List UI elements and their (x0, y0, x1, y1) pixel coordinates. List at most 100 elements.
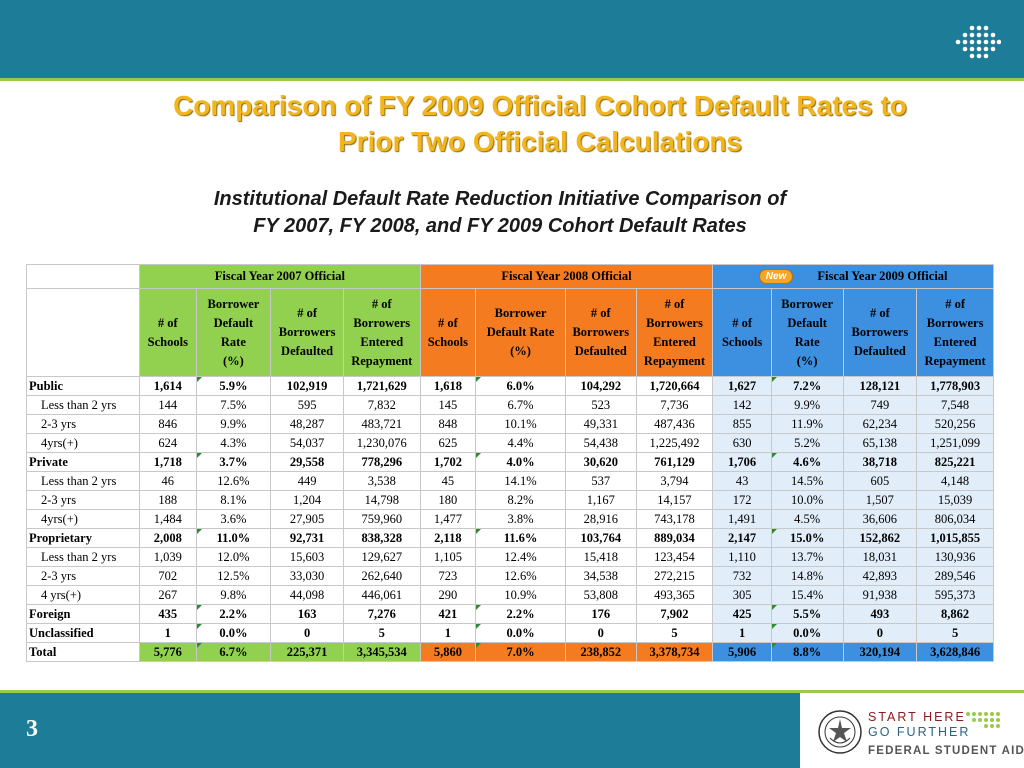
table-row: 4yrs(+) 1,484 3.6% 27,905 759,960 1,477 3.8% 28… (25, 509, 994, 529)
row-label: 2-3 yrs (25, 490, 141, 510)
table-cell: 45 (419, 471, 477, 491)
table-cell: 1,477 (419, 509, 477, 529)
column-header-line: # of (157, 315, 178, 330)
table-cell: 12.6% (475, 566, 566, 586)
table-cell: 34,538 (564, 566, 637, 586)
column-header-line: Defaulted (574, 344, 627, 358)
column-header-line: Default Rate (486, 325, 555, 339)
column-header-line: (%) (222, 353, 244, 368)
table-cell: 123,454 (635, 547, 714, 567)
table-cell: 46 (139, 471, 197, 491)
table-cell: 2.2% (475, 604, 566, 624)
table-cell: 53,808 (564, 585, 637, 605)
table-cell: 624 (139, 433, 197, 453)
column-header-line: Schools (427, 334, 469, 349)
column-header-line: Borrowers (278, 325, 336, 339)
table-cell: 4.4% (475, 433, 566, 453)
logo-text-line-2: GO FURTHER (868, 725, 971, 739)
table-title-line-1: Institutional Default Rate Reduction Ini… (213, 188, 787, 210)
table-cell: 320,194 (842, 642, 918, 662)
table-cell: 838,328 (342, 528, 421, 548)
table-row: Proprietary 2,008 11.0% 92,731 838,328 2,118 1… (25, 528, 994, 548)
table-cell: 262,640 (342, 566, 421, 586)
row-label: Proprietary (25, 528, 141, 548)
table-cell: 305 (712, 585, 772, 605)
table-cell: 5,860 (419, 642, 477, 662)
table-cell: 483,721 (342, 414, 421, 434)
table-cell: 889,034 (635, 528, 714, 548)
table-cell: 42,893 (842, 566, 918, 586)
table-cell: 62,234 (842, 414, 918, 434)
table-cell: 493,365 (635, 585, 714, 605)
header-band (0, 0, 1024, 78)
table-cell: 7.5% (195, 395, 272, 415)
table-cell: 27,905 (270, 509, 344, 529)
table-cell: 1 (139, 623, 197, 643)
table-cell: 1,251,099 (916, 433, 994, 453)
table-cell: 3,794 (635, 471, 714, 491)
table-cell: 43 (712, 471, 772, 491)
page-number: 3 (26, 716, 38, 742)
column-header: # of Borrowers Entered Repayment (916, 288, 994, 377)
table-cell: 7,276 (342, 604, 421, 624)
table-cell: 172 (712, 490, 772, 510)
table-cell: 7,902 (635, 604, 714, 624)
table-cell: 1,778,903 (916, 376, 994, 396)
column-header-line: Borrowers (926, 315, 984, 330)
table-cell: 1,721,629 (342, 376, 421, 396)
table-cell: 7.0% (475, 642, 566, 662)
table-cell: 0.0% (475, 623, 566, 643)
column-header-line: # of (732, 315, 752, 330)
column-header-line: (%) (796, 353, 818, 368)
column-header-line: Borrowers (572, 325, 630, 339)
table-cell: 1,204 (270, 490, 344, 510)
column-header-line: Defaulted (853, 344, 906, 358)
table-cell: 732 (712, 566, 772, 586)
column-header: # of Schools (139, 288, 197, 377)
table-cell: 493 (842, 604, 918, 624)
table-cell: 761,129 (635, 452, 714, 472)
column-header-line: Borrowers (353, 315, 411, 330)
table-cell: 7,548 (916, 395, 994, 415)
table-row: 2-3 yrs 702 12.5% 33,030 262,640 723 12.6% 34,5… (25, 566, 994, 586)
table-cell: 5.2% (770, 433, 844, 453)
table-cell: 9.9% (195, 414, 272, 434)
column-header: Borrower Default Rate (%) (195, 288, 272, 377)
table-cell: 421 (419, 604, 477, 624)
group-header-fy2007: Fiscal Year 2007 Official (139, 264, 421, 289)
table-cell: 1,507 (842, 490, 918, 510)
table-cell: 103,764 (564, 528, 637, 548)
logo-text-line-3: FEDERAL STUDENT AID™ (868, 741, 1024, 757)
table-cell: 8.1% (195, 490, 272, 510)
table-cell: 5.5% (770, 604, 844, 624)
row-label: Private (25, 452, 141, 472)
table-cell: 778,296 (342, 452, 421, 472)
table-cell: 14.1% (475, 471, 566, 491)
table-row: Private 1,718 3.7% 29,558 778,296 1,702 4.0% 30… (25, 452, 994, 472)
table-cell: 130,936 (916, 547, 994, 567)
row-label: 2-3 yrs (25, 414, 141, 434)
slide-title-line-1: Comparison of FY 2009 Official Cohort De… (173, 90, 907, 121)
column-header-line: Default (787, 315, 827, 330)
table-cell: 806,034 (916, 509, 994, 529)
table-row: Less than 2 yrs 46 12.6% 449 3,538 45 14.1% 537… (25, 471, 994, 491)
column-header-line: Borrowers (851, 325, 909, 339)
table-cell: 15,603 (270, 547, 344, 567)
corner-cell-2 (25, 288, 141, 377)
table-cell: 1,614 (139, 376, 197, 396)
table-cell: 6.7% (475, 395, 566, 415)
table-cell: 1,618 (419, 376, 477, 396)
column-header-line: # of (664, 296, 685, 311)
column-header: # of Borrowers Entered Repayment (635, 288, 714, 377)
table-row: Less than 2 yrs 1,039 12.0% 15,603 129,627 1,… (25, 547, 994, 567)
table-cell: 2,147 (712, 528, 772, 548)
table-cell: 846 (139, 414, 197, 434)
table-cell: 28,916 (564, 509, 637, 529)
table-cell: 749 (842, 395, 918, 415)
table-cell: 0 (564, 623, 637, 643)
table-cell: 723 (419, 566, 477, 586)
table-cell: 11.6% (475, 528, 566, 548)
column-header: Borrower Default Rate (%) (770, 288, 844, 377)
table-cell: 1,720,664 (635, 376, 714, 396)
table-cell: 425 (712, 604, 772, 624)
